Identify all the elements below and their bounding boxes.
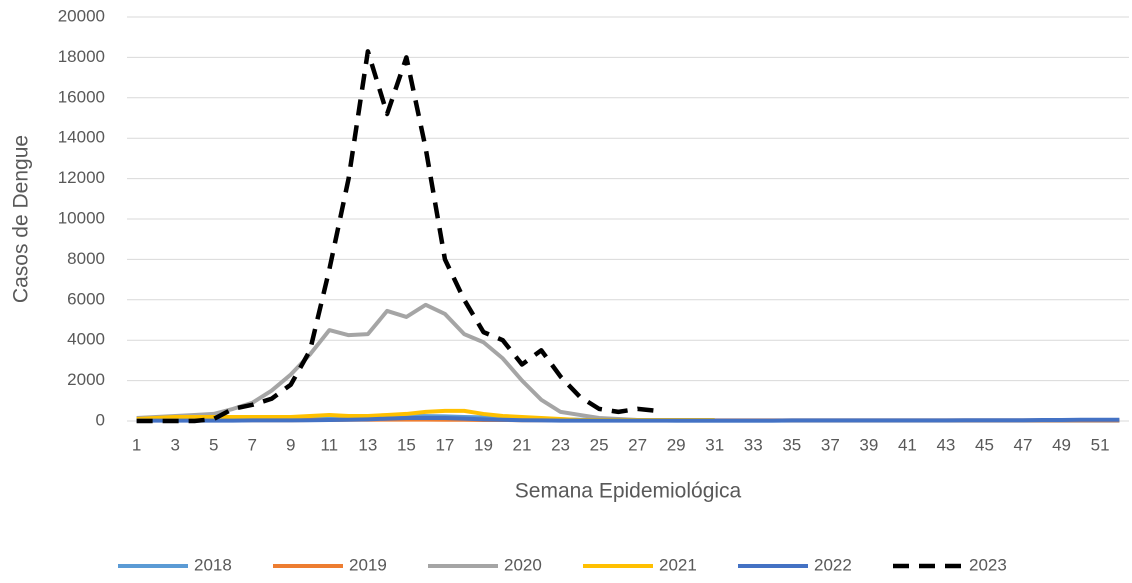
x-tick-label: 37 xyxy=(821,435,840,454)
legend-label: 2018 xyxy=(194,555,232,574)
x-tick-label: 41 xyxy=(898,435,917,454)
x-tick-label: 19 xyxy=(474,435,493,454)
x-tick-label: 11 xyxy=(320,435,338,454)
x-tick-label: 3 xyxy=(170,435,179,454)
x-tick-label: 35 xyxy=(782,435,801,454)
legend-label: 2022 xyxy=(814,555,852,574)
y-tick-label: 16000 xyxy=(58,87,105,106)
series-line xyxy=(136,415,1120,423)
y-tick-label: 2000 xyxy=(67,370,105,389)
series-line xyxy=(136,49,658,424)
x-tick-label: 7 xyxy=(248,435,257,454)
x-tick-label: 47 xyxy=(1014,435,1033,454)
x-tick-label: 21 xyxy=(513,435,532,454)
x-tick-label: 15 xyxy=(397,435,416,454)
x-tick-label: 9 xyxy=(286,435,295,454)
x-tick-label: 29 xyxy=(667,435,686,454)
x-tick-label: 17 xyxy=(435,435,454,454)
legend-label: 2021 xyxy=(659,555,697,574)
x-tick-label: 1 xyxy=(132,435,141,454)
x-tick-label: 45 xyxy=(975,435,994,454)
x-tick-label: 23 xyxy=(551,435,570,454)
legend-label: 2023 xyxy=(969,555,1007,574)
x-tick-label: 31 xyxy=(705,435,724,454)
y-tick-label: 18000 xyxy=(58,47,105,66)
x-tick-label: 27 xyxy=(628,435,647,454)
y-tick-label: 8000 xyxy=(67,249,105,268)
y-tick-label: 14000 xyxy=(58,128,105,147)
y-axis-title: Casos de Dengue xyxy=(10,135,33,303)
x-tick-label: 33 xyxy=(744,435,763,454)
x-tick-label: 5 xyxy=(209,435,218,454)
y-tick-label: 20000 xyxy=(58,6,105,25)
x-tick-label: 25 xyxy=(590,435,609,454)
y-tick-label: 6000 xyxy=(67,289,105,308)
legend-label: 2019 xyxy=(349,555,387,574)
y-tick-label: 10000 xyxy=(58,208,105,227)
x-tick-label: 51 xyxy=(1091,435,1110,454)
x-tick-label: 49 xyxy=(1052,435,1071,454)
x-tick-label: 43 xyxy=(936,435,955,454)
series-line xyxy=(136,302,657,423)
x-axis-title: Semana Epidemiológica xyxy=(515,480,742,503)
y-tick-label: 4000 xyxy=(67,330,105,349)
legend-label: 2020 xyxy=(504,555,542,574)
y-tick-label: 12000 xyxy=(58,168,105,187)
x-tick-label: 13 xyxy=(358,435,377,454)
y-tick-label: 0 xyxy=(96,410,105,429)
x-tick-label: 39 xyxy=(859,435,878,454)
